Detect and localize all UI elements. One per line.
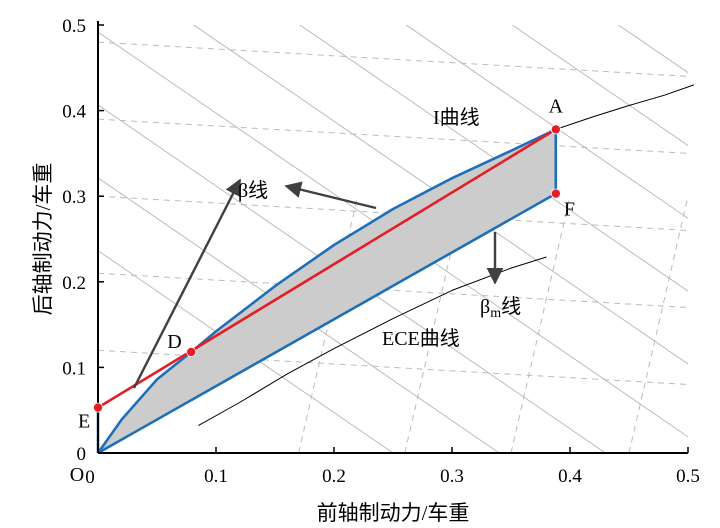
x-axis-title: 前轴制动力/车重 xyxy=(317,501,470,525)
reference-line-dashed xyxy=(98,41,688,77)
x-tick-label: 0.4 xyxy=(558,466,582,487)
beta-m-line xyxy=(97,192,557,455)
reference-line-diagonal xyxy=(299,25,688,292)
ece-curve-label: ECE曲线 xyxy=(382,327,460,350)
point-a-label: A xyxy=(549,95,564,117)
reference-line-diagonal xyxy=(511,25,688,147)
shaded-region xyxy=(98,129,556,453)
y-tick-label: 0.4 xyxy=(62,102,86,123)
y-tick-label: 0.2 xyxy=(62,273,86,294)
x-tick-label: 0.3 xyxy=(440,466,464,487)
reference-line-diagonal xyxy=(405,25,688,219)
point-f-label: F xyxy=(564,199,575,221)
point-f-marker xyxy=(550,188,561,199)
y-tick-label: 0.5 xyxy=(62,16,86,37)
beta-m-line-label: βm线 xyxy=(480,295,521,321)
i-curve-label: I曲线 xyxy=(433,106,480,129)
reference-line-steep xyxy=(510,196,571,453)
point-e-marker xyxy=(93,402,104,413)
reference-line-diagonal xyxy=(98,104,606,453)
beta-m-suffix: 线 xyxy=(501,295,521,318)
y-axis-title: 后轴制动力/车重 xyxy=(31,163,55,316)
y-tick-label: 0.3 xyxy=(62,187,86,208)
y-tick-label: 0 xyxy=(77,444,87,465)
beta-arrow-left xyxy=(284,181,377,210)
reference-line-diagonal xyxy=(617,25,688,74)
beta-line xyxy=(97,128,557,409)
i-curve-extension-line xyxy=(555,84,695,130)
beta-line-label: β线 xyxy=(238,179,268,202)
reference-line-steep xyxy=(628,196,688,453)
point-d-label: D xyxy=(167,331,181,353)
point-e-label: E xyxy=(78,411,90,433)
x-tick-label: 0.5 xyxy=(676,466,700,487)
x-tick-label: 0.2 xyxy=(322,466,346,487)
reference-line-diagonal xyxy=(98,250,394,453)
x-tick-label: 0 xyxy=(85,467,95,488)
origin-label: O xyxy=(70,464,84,486)
x-tick-label: 0.1 xyxy=(204,466,228,487)
reference-line-diagonal xyxy=(98,177,500,453)
beta-arrow-up xyxy=(132,178,242,389)
beta-m-subscript: m xyxy=(490,306,501,321)
point-a-marker xyxy=(550,124,561,135)
reference-line-dashed xyxy=(98,118,688,154)
point-d-marker xyxy=(186,346,197,357)
y-tick-label: 0.1 xyxy=(62,358,86,379)
i-curve-line xyxy=(96,128,557,454)
